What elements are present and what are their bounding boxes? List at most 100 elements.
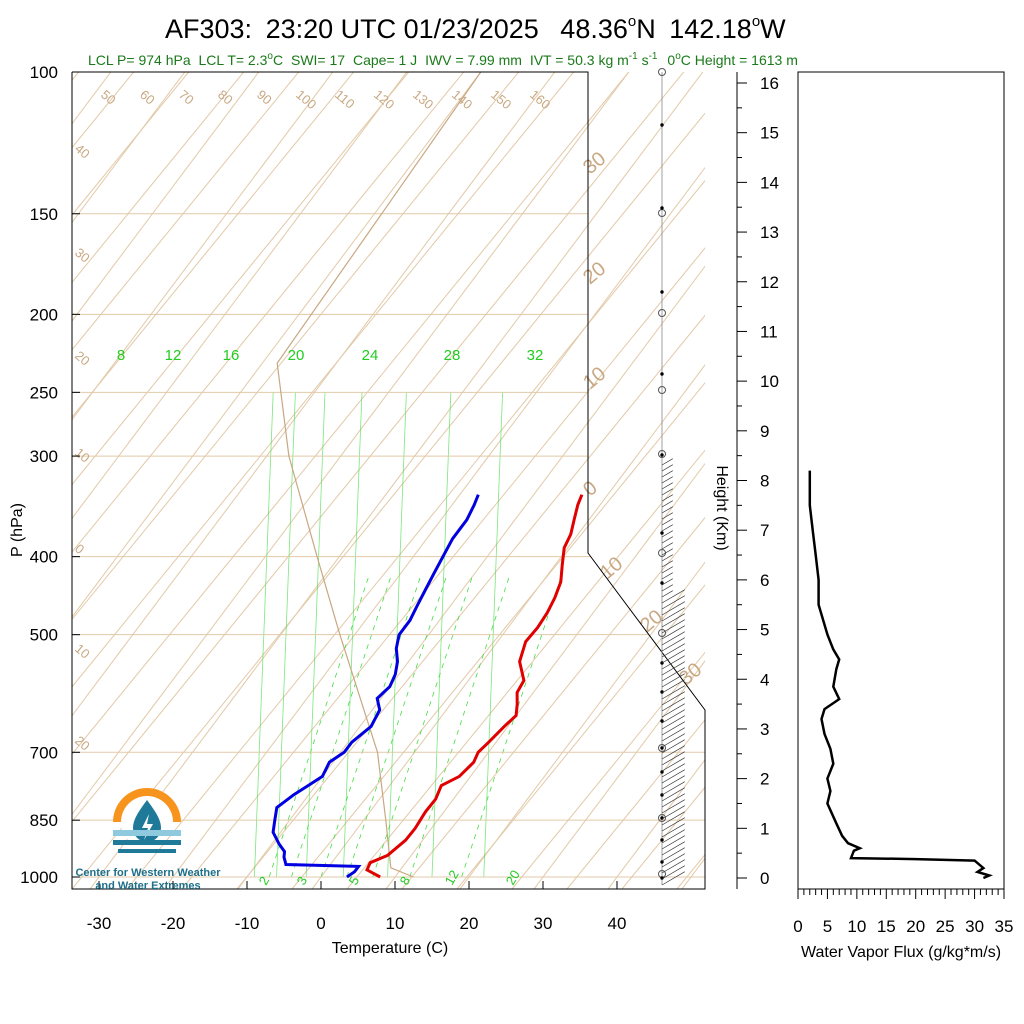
wind-barb bbox=[661, 859, 685, 874]
barb-dot bbox=[660, 290, 664, 294]
moist-adiabat-line bbox=[276, 392, 296, 878]
pressure-tick-label: 700 bbox=[30, 743, 58, 762]
wind-barb bbox=[661, 512, 673, 520]
wind-barb bbox=[661, 584, 673, 592]
mixing-ratio-line bbox=[409, 573, 511, 878]
isotherm-line bbox=[72, 72, 630, 816]
barb-dot bbox=[660, 206, 664, 210]
height-tick-label: 1 bbox=[760, 819, 769, 838]
flux-series-line bbox=[808, 470, 993, 880]
dry-adiabat-line bbox=[732, 31, 1024, 889]
height-tick-label: 13 bbox=[760, 223, 779, 242]
dry-adiabat-line bbox=[72, 112, 705, 889]
cw3e-logo: Center for Western Weather and Water Ext… bbox=[75, 788, 221, 892]
wind-barb bbox=[661, 554, 673, 562]
wind-barb bbox=[661, 709, 685, 724]
dry-adiabat-line bbox=[72, 72, 630, 755]
height-tick-label: 4 bbox=[760, 670, 769, 689]
wind-barb bbox=[661, 560, 673, 568]
wind-barb bbox=[661, 476, 673, 484]
height-tick-label: 12 bbox=[760, 273, 779, 292]
wind-barb bbox=[661, 793, 685, 808]
dewpoint-line bbox=[271, 494, 480, 879]
flux-tick-label: 25 bbox=[936, 917, 955, 936]
flux-axis-label: Water Vapor Flux (g/kg*m/s) bbox=[801, 944, 1001, 961]
temperature-tick-label: -30 bbox=[87, 914, 112, 933]
height-tick-label: 5 bbox=[760, 621, 769, 640]
dry-adiabat-line bbox=[72, 72, 465, 553]
chart-subtitle: LCL P= 974 hPa LCL T= 2.3oC SWI= 17 Cape… bbox=[88, 46, 798, 68]
wind-barb bbox=[661, 494, 673, 502]
wind-barb bbox=[661, 506, 673, 514]
wind-barbs bbox=[658, 68, 685, 886]
wind-barb bbox=[661, 865, 685, 880]
barb-dot bbox=[660, 531, 664, 535]
wind-barb bbox=[661, 578, 673, 586]
pressure-tick-label: 1000 bbox=[20, 868, 58, 887]
wind-barb bbox=[661, 536, 673, 544]
pressure-tick-label: 250 bbox=[30, 383, 58, 402]
isotherm-label: 80 bbox=[215, 87, 236, 108]
wind-barb bbox=[661, 572, 673, 580]
height-tick-label: 7 bbox=[760, 521, 769, 540]
dry-adiabat-line bbox=[842, 31, 1024, 889]
mixing-ratio-label: 12 bbox=[165, 347, 182, 364]
wind-barb bbox=[661, 847, 685, 862]
pressure-tick-label: 300 bbox=[30, 447, 58, 466]
height-tick-label: 0 bbox=[760, 869, 769, 888]
mixing-ratio-label: 32 bbox=[527, 347, 544, 364]
dry-adiabat-line bbox=[787, 31, 1024, 889]
wind-barb bbox=[661, 589, 685, 604]
calm-wind-icon bbox=[658, 814, 666, 822]
mixing-ratio-label: 16 bbox=[223, 347, 240, 364]
isotherm-label: 30 bbox=[72, 245, 93, 266]
isotherm-label: 160 bbox=[527, 87, 553, 112]
wind-barb bbox=[661, 715, 685, 730]
isotherm-line bbox=[533, 660, 705, 889]
isotherm-label: 150 bbox=[488, 87, 514, 112]
wind-barb bbox=[661, 643, 685, 658]
calm-wind-icon bbox=[658, 386, 666, 394]
wind-barb bbox=[661, 811, 685, 826]
wind-barb bbox=[661, 518, 673, 526]
dry-adiabat-line bbox=[72, 72, 300, 351]
wind-barb bbox=[661, 679, 685, 694]
dry-adiabat-line bbox=[291, 382, 705, 889]
wind-barb bbox=[661, 458, 673, 466]
isotherm-line bbox=[72, 72, 482, 618]
wind-barb bbox=[661, 697, 685, 712]
dry-adiabat-line bbox=[126, 179, 705, 889]
flux-tick-label: 5 bbox=[823, 917, 832, 936]
isotherm-line bbox=[311, 364, 705, 889]
isotherm-label: 0 bbox=[72, 541, 87, 557]
wind-barb bbox=[661, 799, 685, 814]
theta-label: 10 bbox=[596, 553, 627, 584]
wind-barb bbox=[661, 829, 685, 844]
wind-barb bbox=[661, 751, 685, 766]
sounding-profiles bbox=[271, 72, 584, 879]
height-tick-label: 11 bbox=[760, 322, 778, 341]
wind-barb bbox=[661, 607, 685, 622]
wind-barb bbox=[661, 871, 685, 886]
pressure-tick-label: 150 bbox=[30, 205, 58, 224]
isotherm-line bbox=[89, 72, 704, 889]
wind-barb bbox=[661, 835, 685, 850]
wind-barb bbox=[661, 590, 673, 598]
wind-barb bbox=[661, 649, 685, 664]
moist-adiabat-line bbox=[305, 392, 326, 878]
dry-adiabat-line bbox=[72, 72, 685, 823]
wind-barb bbox=[661, 613, 685, 628]
wind-barb bbox=[661, 781, 685, 796]
dry-adiabat-line bbox=[181, 247, 705, 889]
calm-wind-icon bbox=[658, 309, 666, 317]
mixing-ratio-label: 5 bbox=[346, 874, 363, 888]
wind-barb bbox=[661, 595, 685, 610]
height-tick-label: 8 bbox=[760, 472, 769, 491]
isotherm-label: 10 bbox=[72, 641, 93, 662]
temperature-axis: -30 -20 -10 0 10 20 30 40 bbox=[87, 881, 626, 933]
mixing-ratio-line bbox=[268, 573, 370, 878]
moist-adiabat-line bbox=[342, 392, 363, 878]
isotherm-label: 110 bbox=[332, 87, 358, 112]
